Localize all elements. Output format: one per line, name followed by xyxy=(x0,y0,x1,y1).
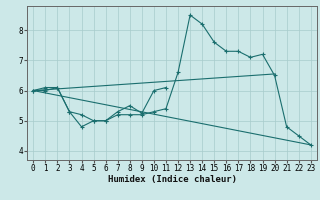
X-axis label: Humidex (Indice chaleur): Humidex (Indice chaleur) xyxy=(108,175,236,184)
